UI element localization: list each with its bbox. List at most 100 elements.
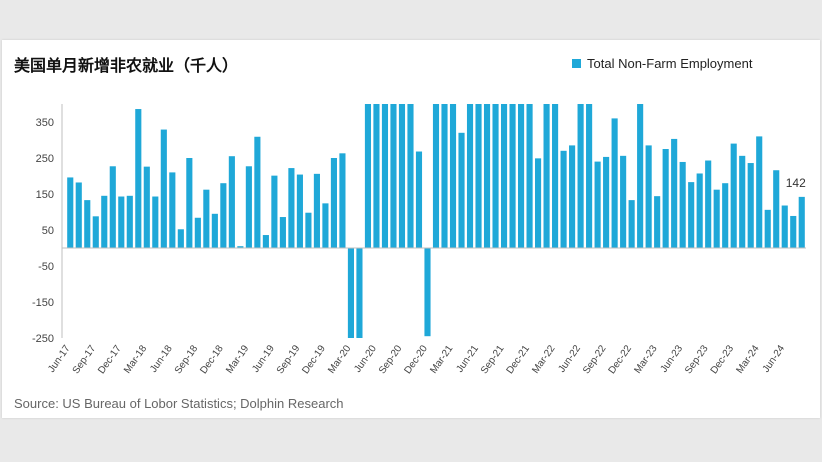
x-tick-label: Sep-19: [275, 343, 303, 376]
legend-swatch: [572, 59, 581, 68]
bar: [458, 132, 465, 248]
bar: [798, 196, 805, 248]
bar: [552, 104, 559, 248]
bar: [577, 104, 584, 248]
bar: [67, 177, 74, 248]
bar: [654, 196, 661, 248]
bar: [730, 143, 737, 248]
bar: [160, 129, 167, 248]
x-tick-label: Sep-21: [479, 343, 507, 376]
bar: [620, 155, 627, 248]
bar: [637, 104, 644, 248]
bar: [381, 104, 389, 248]
x-tick-label: Mar-23: [632, 343, 659, 376]
chart-legend: Total Non-Farm Employment: [572, 56, 752, 71]
x-tick-label: Sep-17: [71, 343, 99, 376]
bar: [322, 203, 329, 248]
bar: [169, 172, 176, 248]
bar: [152, 196, 159, 248]
bar: [262, 235, 269, 248]
bar: [526, 104, 533, 248]
bar: [773, 170, 780, 248]
bar: [441, 104, 448, 248]
legend-label: Total Non-Farm Employment: [587, 56, 753, 71]
bar: [245, 166, 252, 248]
bar: [109, 166, 116, 248]
bar: [535, 158, 542, 248]
bar: [543, 104, 550, 248]
bar: [722, 183, 729, 248]
x-tick-label: Jun-20: [352, 343, 379, 375]
bar: [756, 136, 763, 248]
bar: [492, 104, 499, 248]
bar: [339, 153, 346, 248]
x-tick-label: Mar-24: [734, 343, 761, 376]
data-label-last: 142: [786, 176, 806, 190]
bar: [611, 118, 618, 249]
x-tick-label: Jun-22: [557, 343, 584, 375]
bar: [747, 163, 754, 248]
x-tick-label: Dec-17: [96, 343, 124, 376]
x-tick-label: Jun-19: [250, 343, 277, 375]
bar: [483, 104, 491, 248]
bar: [705, 160, 712, 248]
bar: [373, 104, 380, 248]
y-tick-label: -150: [32, 297, 54, 309]
bar: [254, 136, 261, 248]
x-tick-label: Jun-24: [761, 343, 788, 375]
bar: [356, 248, 363, 338]
x-tick-label: Sep-18: [173, 343, 201, 376]
bar: [177, 229, 184, 248]
y-tick-label: 250: [36, 153, 54, 165]
bar: [781, 205, 788, 248]
bar: [679, 161, 686, 248]
bar: [415, 151, 423, 248]
bar: [628, 200, 635, 248]
bar: [713, 189, 720, 248]
bar: [75, 182, 82, 248]
chart-title: 美国单月新增非农就业（千人）: [14, 56, 239, 75]
bar: [475, 104, 482, 248]
x-tick-label: Dec-20: [402, 343, 430, 376]
bar: [569, 145, 576, 248]
x-tick-label: Jun-21: [454, 343, 481, 375]
bar: [135, 109, 142, 248]
bar: [696, 173, 703, 248]
bar: [645, 145, 652, 248]
bar: [407, 104, 414, 248]
bar: [586, 104, 593, 248]
bar: [398, 104, 406, 248]
bar: [466, 104, 474, 248]
bar: [671, 138, 678, 248]
bar: [84, 200, 91, 248]
y-tick-label: -250: [32, 333, 54, 345]
bar: [509, 104, 516, 248]
bar: [790, 215, 797, 248]
bar: [271, 175, 278, 248]
bar: [517, 104, 525, 248]
y-tick-label: -50: [38, 261, 54, 273]
x-tick-label: Jun-17: [46, 343, 73, 375]
bar: [279, 217, 286, 248]
bar: [313, 173, 320, 248]
x-tick-label: Mar-19: [224, 343, 251, 376]
bar: [305, 212, 312, 248]
bar: [330, 158, 337, 248]
x-tick-label: Dec-19: [300, 343, 328, 376]
bar: [186, 158, 193, 248]
bar: [662, 149, 669, 248]
bar: [296, 174, 303, 248]
bar: [101, 195, 108, 248]
bar: [364, 104, 372, 248]
x-tick-label: Sep-20: [377, 343, 405, 376]
bar: [603, 156, 610, 248]
bar: [347, 248, 355, 338]
bar: [449, 104, 457, 248]
bar: [203, 189, 210, 248]
bar: [92, 216, 99, 248]
bar: [390, 104, 397, 248]
bar: [143, 166, 150, 248]
bar: [424, 248, 431, 337]
chart-source: Source: US Bureau of Lobor Statistics; D…: [14, 396, 344, 411]
